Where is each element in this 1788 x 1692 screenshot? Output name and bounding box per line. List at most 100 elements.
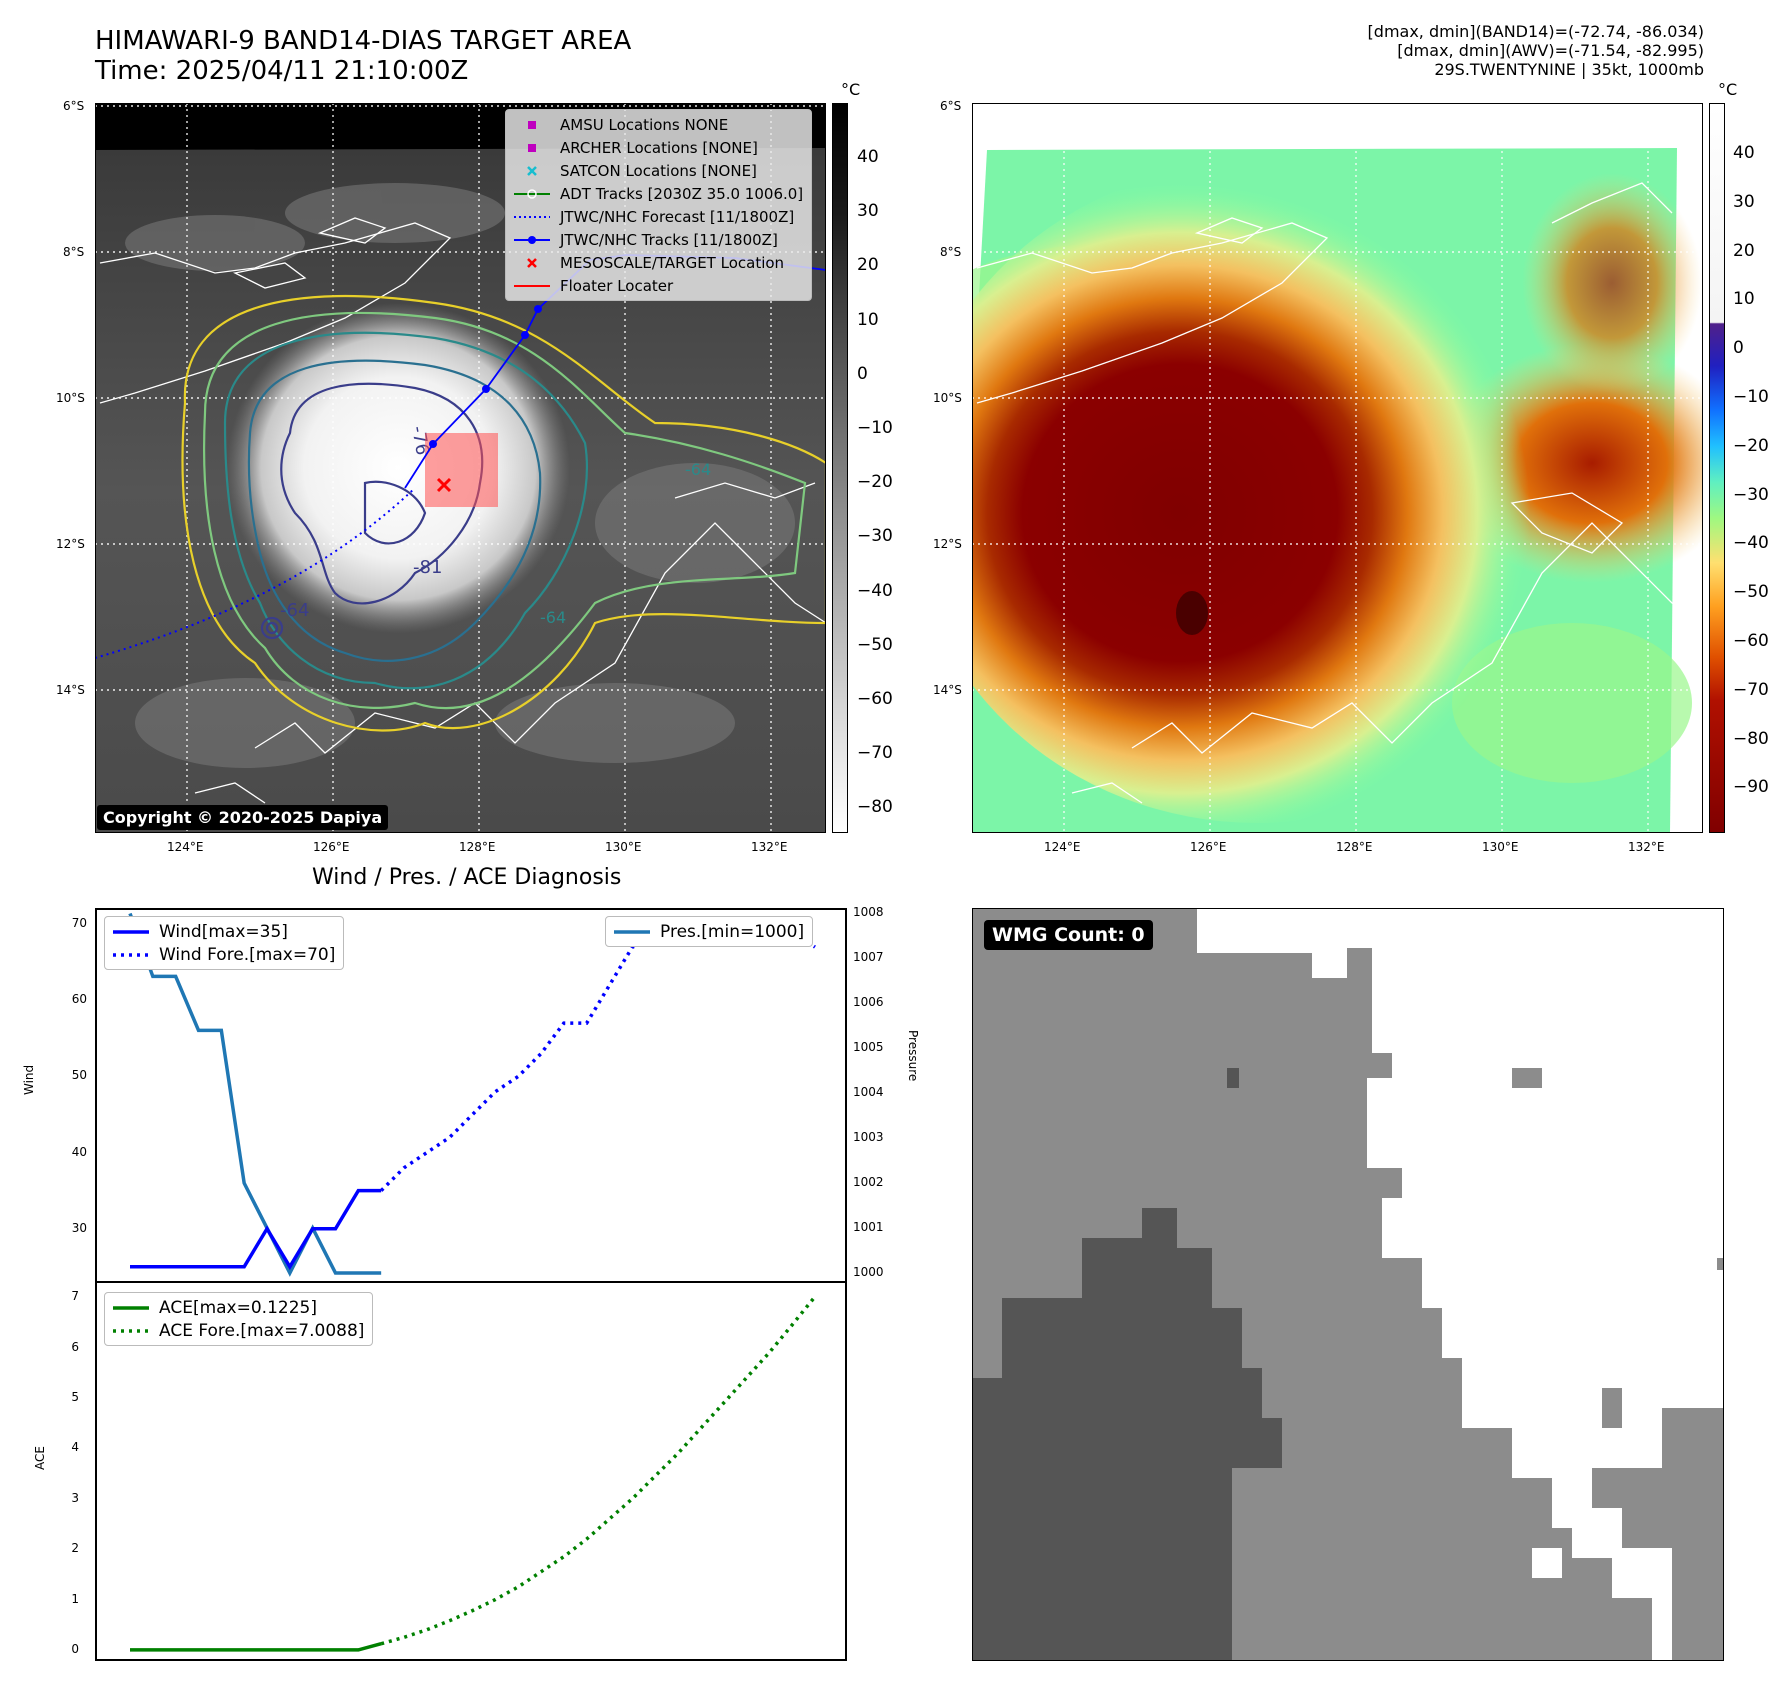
axis-tick-label: 1000 [853, 1265, 884, 1279]
ir-lat-label: 8°S [63, 245, 85, 259]
axis-tick-label: 30 [71, 1220, 87, 1235]
ir-lon-label: 132°E [751, 840, 788, 854]
legend-label: ARCHER Locations [NONE] [560, 138, 758, 157]
colorbar-tick-label: −30 [857, 526, 893, 547]
axis-tick-label: 7 [71, 1289, 79, 1304]
contour-label-1: -64 [280, 600, 309, 621]
ir-legend: AMSU Locations NONE ARCHER Locations [NO… [505, 109, 813, 301]
line-icon [614, 929, 650, 934]
legend-label: JTWC/NHC Forecast [11/1800Z] [560, 207, 795, 226]
awv-lat-label: 14°S [933, 683, 962, 697]
colorbar-tick-label: −20 [857, 472, 893, 493]
wind-legend: Wind[max=35] Wind Fore.[max=70] [104, 916, 345, 970]
dotted-line-icon [514, 215, 550, 218]
ir-colorbar [832, 103, 848, 833]
legend-target: MESOSCALE/TARGET Location [514, 251, 803, 274]
colorbar-tick-label: 20 [857, 255, 879, 276]
legend-ace-fore: ACE Fore.[max=7.0088] [113, 1319, 364, 1342]
line-icon [514, 284, 550, 287]
line-circle-icon [514, 188, 550, 199]
axis-tick-label: 6 [71, 1339, 79, 1354]
wind-series-line [130, 1188, 382, 1271]
awv-lon-label: 124°E [1044, 840, 1081, 854]
colorbar-tick-label: −60 [1733, 631, 1769, 651]
ir-lon-label: 124°E [167, 840, 204, 854]
colorbar-tick-label: 20 [1733, 240, 1755, 261]
awv-lat-label: 12°S [933, 537, 962, 551]
axis-tick-label: 40 [71, 1144, 87, 1159]
axis-tick-label: 0 [71, 1641, 79, 1656]
info-storm: 29S.TWENTYNINE | 35kt, 1000mb [1434, 60, 1704, 79]
awv-map-image [907, 102, 1742, 834]
axis-tick-label: 50 [71, 1068, 87, 1083]
ace-series-line [130, 1642, 382, 1652]
axis-tick-label: 4 [71, 1440, 79, 1455]
legend-label: Floater Locater [560, 276, 674, 295]
axis-tick-label: 1008 [853, 905, 884, 920]
colorbar-tick-label: 30 [1733, 191, 1755, 212]
legend-label: ACE Fore.[max=7.0088] [159, 1320, 365, 1341]
diag-panel: Wind[max=35] Wind Fore.[max=70] Pres.[mi… [95, 908, 847, 1661]
ace-axis-label: ACE [33, 1446, 47, 1470]
legend-floater: Floater Locater [514, 274, 803, 297]
axis-tick-label: 5 [71, 1389, 79, 1404]
legend-archer: ARCHER Locations [NONE] [514, 136, 803, 159]
legend-forecast: JTWC/NHC Forecast [11/1800Z] [514, 205, 803, 228]
colorbar-tick-label: 30 [857, 201, 879, 222]
colorbar-tick-label: −50 [1733, 582, 1769, 603]
colorbar-tick-label: 40 [1733, 143, 1755, 163]
colorbar-tick-label: −10 [1733, 387, 1769, 407]
ir-colorbar-unit: °C [841, 80, 861, 99]
contour-label-4: -64 [685, 460, 711, 479]
awv-lat-label: 6°S [940, 99, 962, 113]
colorbar-tick-label: 0 [857, 363, 868, 384]
ace-legend: ACE[max=0.1225] ACE Fore.[max=7.0088] [104, 1292, 374, 1346]
legend-label: Pres.[min=1000] [660, 921, 805, 942]
x-marker-icon [527, 165, 537, 176]
pressure-series-line [128, 912, 382, 1277]
info-block: [dmax, dmin](BAND14)=(-72.74, -86.034) [… [1368, 22, 1704, 79]
forecast-track [94, 487, 416, 659]
colorbar-tick-label: −10 [857, 418, 893, 438]
colorbar-tick-label: −70 [1733, 679, 1769, 700]
awv-map-panel [907, 102, 1742, 834]
awv-lon-label: 130°E [1482, 840, 1519, 854]
legend-label: MESOSCALE/TARGET Location [560, 253, 785, 272]
axis-tick-label: 2 [71, 1541, 79, 1556]
wmg-image [971, 907, 1725, 1662]
colorbar-tick-label: −20 [1733, 435, 1769, 456]
colorbar-tick-label: 0 [1733, 338, 1744, 359]
awv-colorbar-unit: °C [1718, 80, 1738, 99]
colorbar-tick-label: 10 [1733, 289, 1755, 310]
colorbar-tick-label: −90 [1733, 777, 1769, 798]
pres-legend: Pres.[min=1000] [605, 916, 814, 947]
axis-tick-label: 60 [71, 992, 87, 1007]
legend-label: Wind[max=35] [159, 921, 288, 942]
copyright-badge: Copyright © 2020-2025 Dapiya [97, 805, 389, 830]
axis-tick-label: 1005 [853, 1040, 884, 1055]
ir-lat-label: 6°S [63, 99, 85, 113]
legend-label: Wind Fore.[max=70] [159, 944, 336, 965]
colorbar-tick-label: −50 [857, 634, 893, 655]
ir-map-panel: -64 -76 -81 -64 -64 AMSU Locatio [94, 102, 828, 834]
legend-ace: ACE[max=0.1225] [113, 1296, 364, 1319]
legend-label: SATCON Locations [NONE] [560, 161, 757, 180]
axis-tick-label: 1007 [853, 950, 884, 965]
legend-amsu: AMSU Locations NONE [514, 113, 803, 136]
colorbar-tick-label: 40 [857, 147, 879, 167]
figure-time: Time: 2025/04/11 21:10:00Z [95, 56, 469, 86]
colorbar-tick-label: −70 [857, 743, 893, 764]
x-marker-icon [527, 257, 537, 268]
axis-tick-label: 1002 [853, 1175, 884, 1190]
legend-label: AMSU Locations NONE [560, 115, 729, 134]
diag-title: Wind / Pres. / ACE Diagnosis [312, 865, 622, 890]
awv-lat-label: 8°S [940, 245, 962, 259]
colorbar-tick-label: −60 [857, 689, 893, 709]
axis-tick-label: 1 [71, 1591, 79, 1606]
colorbar-tick-label: 10 [857, 309, 879, 330]
legend-wind-fore: Wind Fore.[max=70] [113, 943, 335, 966]
awv-lon-label: 128°E [1336, 840, 1373, 854]
floater-box [425, 433, 498, 507]
square-marker-icon [528, 143, 536, 152]
legend-label: ADT Tracks [2030Z 35.0 1006.0] [560, 184, 804, 203]
